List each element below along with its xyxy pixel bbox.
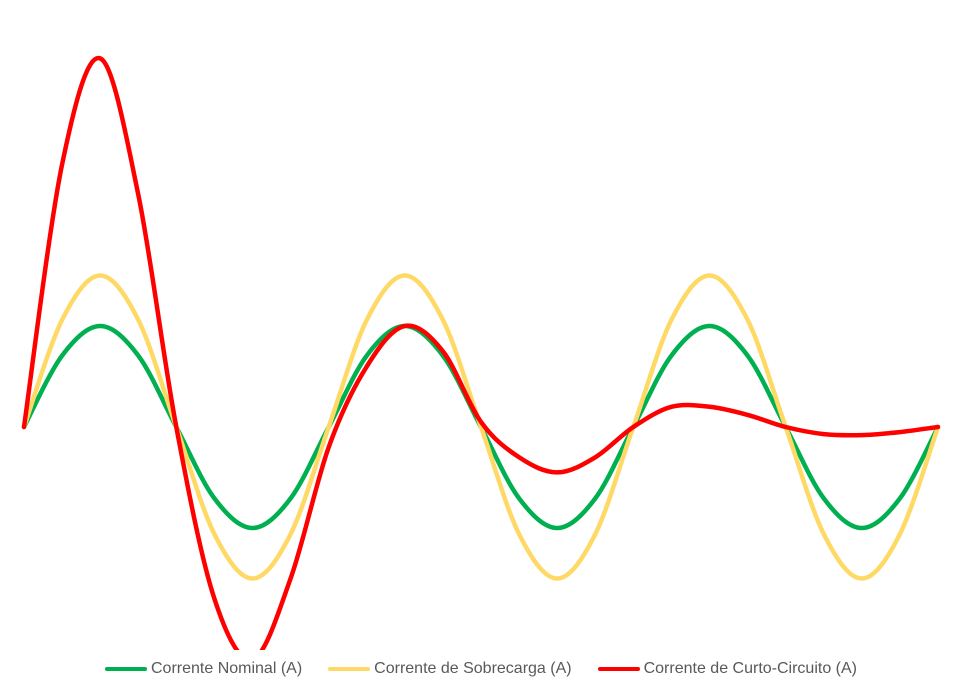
legend-label-nominal: Corrente Nominal (A) xyxy=(151,660,303,677)
legend-label-curto-circuito: Corrente de Curto-Circuito (A) xyxy=(643,660,857,677)
legend-swatch-curto-circuito xyxy=(597,667,640,671)
legend-item-nominal: Corrente Nominal (A) xyxy=(105,660,302,678)
legend-item-curto-circuito: Corrente de Curto-Circuito (A) xyxy=(597,660,857,678)
legend-swatch-sobrecarga xyxy=(328,667,371,671)
legend-swatch-nominal xyxy=(105,667,147,671)
chart-legend: Corrente Nominal (A) Corrente de Sobreca… xyxy=(0,657,962,681)
legend-item-sobrecarga: Corrente de Sobrecarga (A) xyxy=(328,660,572,678)
legend-label-sobrecarga: Corrente de Sobrecarga (A) xyxy=(374,660,572,677)
series-line-curto-circuito xyxy=(21,55,941,650)
chart-plot xyxy=(21,55,941,650)
